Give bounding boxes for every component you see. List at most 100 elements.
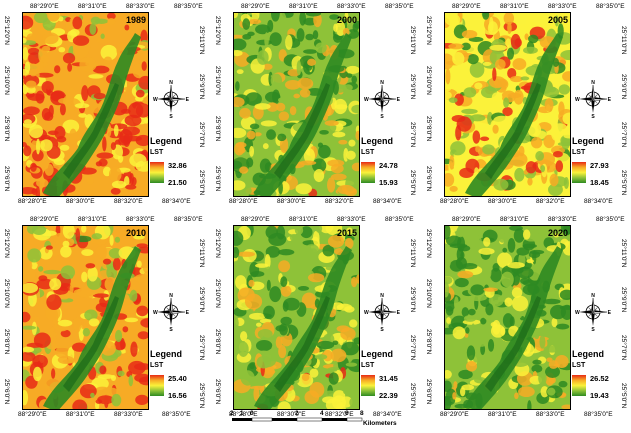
- top-tick-label: 88°35'0"E: [174, 216, 203, 223]
- left-tick-label: 25°6'0"N: [3, 379, 10, 405]
- legend: Legend LST 27.93 18.45: [572, 136, 628, 187]
- bottom-tick-label: 88°34'0"E: [584, 198, 613, 205]
- right-tick-label: 25°9'0"N: [409, 74, 416, 100]
- year-label: 2000: [336, 15, 357, 25]
- top-tick-label: 88°35'0"E: [596, 3, 625, 10]
- scale-tick-label: 4: [320, 410, 324, 417]
- top-tick-label: 88°29'0"E: [241, 3, 270, 10]
- lst-raster-map: 2015: [233, 225, 360, 410]
- compass-e: E: [397, 310, 401, 316]
- top-tick-label: 88°33'0"E: [126, 3, 155, 10]
- bottom-tick-label: 88°28'0"E: [229, 411, 258, 418]
- top-tick-label: 88°31'0"E: [289, 216, 318, 223]
- year-label: 2010: [125, 228, 146, 238]
- scale-tick-label: 1: [240, 410, 244, 417]
- top-tick-label: 88°31'0"E: [500, 3, 529, 10]
- compass-w: W: [153, 310, 158, 316]
- legend: Legend LST 31.45 22.39: [361, 349, 417, 400]
- scale-tick-label: 2: [295, 410, 299, 417]
- compass-e: E: [608, 97, 612, 103]
- year-label: 2020: [547, 228, 568, 238]
- left-tick-label: 25°12'0"N: [425, 16, 432, 45]
- left-tick-label: 25°12'0"N: [3, 229, 10, 258]
- left-tick-label: 25°6'0"N: [425, 166, 432, 192]
- top-tick-label: 88°31'0"E: [78, 3, 107, 10]
- legend-max-value: 31.45: [379, 374, 398, 383]
- legend-min-value: 19.43: [590, 391, 609, 400]
- top-tick-label: 88°29'0"E: [30, 3, 59, 10]
- year-label: 2015: [336, 228, 357, 238]
- right-tick-label: 25°11'0"N: [409, 239, 416, 268]
- right-tick-label: 25°11'0"N: [620, 26, 627, 55]
- bottom-tick-label: 88°30'0"E: [488, 198, 517, 205]
- compass-e: E: [608, 310, 612, 316]
- legend-lst-label: LST: [572, 149, 586, 156]
- top-tick-label: 88°31'0"E: [289, 3, 318, 10]
- bottom-tick-label: 88°28'0"E: [440, 198, 469, 205]
- legend-min-value: 18.45: [590, 178, 609, 187]
- right-tick-label: 25°11'0"N: [620, 239, 627, 268]
- left-tick-label: 25°8'0"N: [214, 116, 221, 142]
- left-tick-label: 25°10'0"N: [214, 279, 221, 308]
- map-panel-2005: 88°29'0"E 88°31'0"E 88°33'0"E 88°35'0"E 88°2…: [422, 2, 631, 214]
- bottom-tick-label: 88°29'0"E: [18, 411, 47, 418]
- legend-min-value: 21.50: [168, 178, 187, 187]
- top-tick-label: 88°33'0"E: [337, 216, 366, 223]
- top-tick-label: 88°29'0"E: [241, 216, 270, 223]
- bottom-tick-label: 88°28'0"E: [18, 198, 47, 205]
- legend-lst-label: LST: [150, 149, 164, 156]
- legend-max-value: 25.40: [168, 374, 187, 383]
- left-tick-label: 25°6'0"N: [3, 166, 10, 192]
- legend-color-ramp: [572, 375, 586, 396]
- left-tick-label: 25°10'0"N: [3, 66, 10, 95]
- bottom-tick-label: 88°30'0"E: [277, 411, 306, 418]
- legend-min-value: 22.39: [379, 391, 398, 400]
- legend: Legend LST 24.78 15.93: [361, 136, 417, 187]
- top-tick-label: 88°33'0"E: [548, 216, 577, 223]
- legend-color-ramp: [150, 375, 164, 396]
- legend-title: Legend: [150, 349, 183, 359]
- left-tick-label: 25°10'0"N: [425, 279, 432, 308]
- legend-max-value: 24.78: [379, 161, 398, 170]
- right-tick-label: 25°9'0"N: [198, 287, 205, 313]
- compass-w: W: [575, 97, 580, 103]
- top-tick-label: 88°35'0"E: [596, 216, 625, 223]
- north-arrow-compass-icon: N S E W: [152, 293, 190, 333]
- scale-tick-label: 6: [345, 410, 349, 417]
- legend-min-value: 15.93: [379, 178, 398, 187]
- compass-n: N: [169, 80, 173, 86]
- scale-tick-label: 0: [250, 410, 254, 417]
- bottom-tick-label: 88°34'0"E: [373, 411, 402, 418]
- lst-raster-map: 2000: [233, 12, 360, 197]
- compass-w: W: [364, 97, 369, 103]
- legend-color-ramp: [361, 162, 375, 183]
- top-tick-label: 88°35'0"E: [174, 3, 203, 10]
- lst-raster-map: 1989: [22, 12, 149, 197]
- right-tick-label: 25°5'0"N: [198, 170, 205, 196]
- bottom-tick-label: 88°31'0"E: [66, 411, 95, 418]
- legend-color-ramp: [572, 162, 586, 183]
- year-label: 1989: [125, 15, 146, 25]
- lst-raster-map: 2005: [444, 12, 571, 197]
- map-panel-2010: 88°29'0"E 88°31'0"E 88°33'0"E 88°35'0"E 88°2…: [0, 215, 209, 427]
- compass-w: W: [153, 97, 158, 103]
- top-tick-label: 88°33'0"E: [548, 3, 577, 10]
- compass-n: N: [591, 293, 595, 299]
- bottom-tick-label: 88°32'0"E: [114, 198, 143, 205]
- bottom-tick-label: 88°32'0"E: [325, 411, 354, 418]
- top-tick-label: 88°35'0"E: [385, 3, 414, 10]
- compass-e: E: [186, 310, 190, 316]
- legend: Legend LST 25.40 16.56: [150, 349, 206, 400]
- map-panel-1989: 88°29'0"E 88°31'0"E 88°33'0"E 88°35'0"E 88°2…: [0, 2, 209, 214]
- bottom-tick-label: 88°33'0"E: [114, 411, 143, 418]
- bottom-tick-label: 88°30'0"E: [277, 198, 306, 205]
- bottom-tick-label: 88°28'0"E: [229, 198, 258, 205]
- bottom-tick-label: 88°30'0"E: [66, 198, 95, 205]
- right-tick-label: 25°9'0"N: [198, 74, 205, 100]
- north-arrow-compass-icon: N S E W: [574, 293, 612, 333]
- compass-s: S: [169, 327, 173, 331]
- compass-n: N: [380, 293, 384, 299]
- north-arrow-compass-icon: N S E W: [363, 293, 401, 333]
- compass-w: W: [364, 310, 369, 316]
- legend-color-ramp: [150, 162, 164, 183]
